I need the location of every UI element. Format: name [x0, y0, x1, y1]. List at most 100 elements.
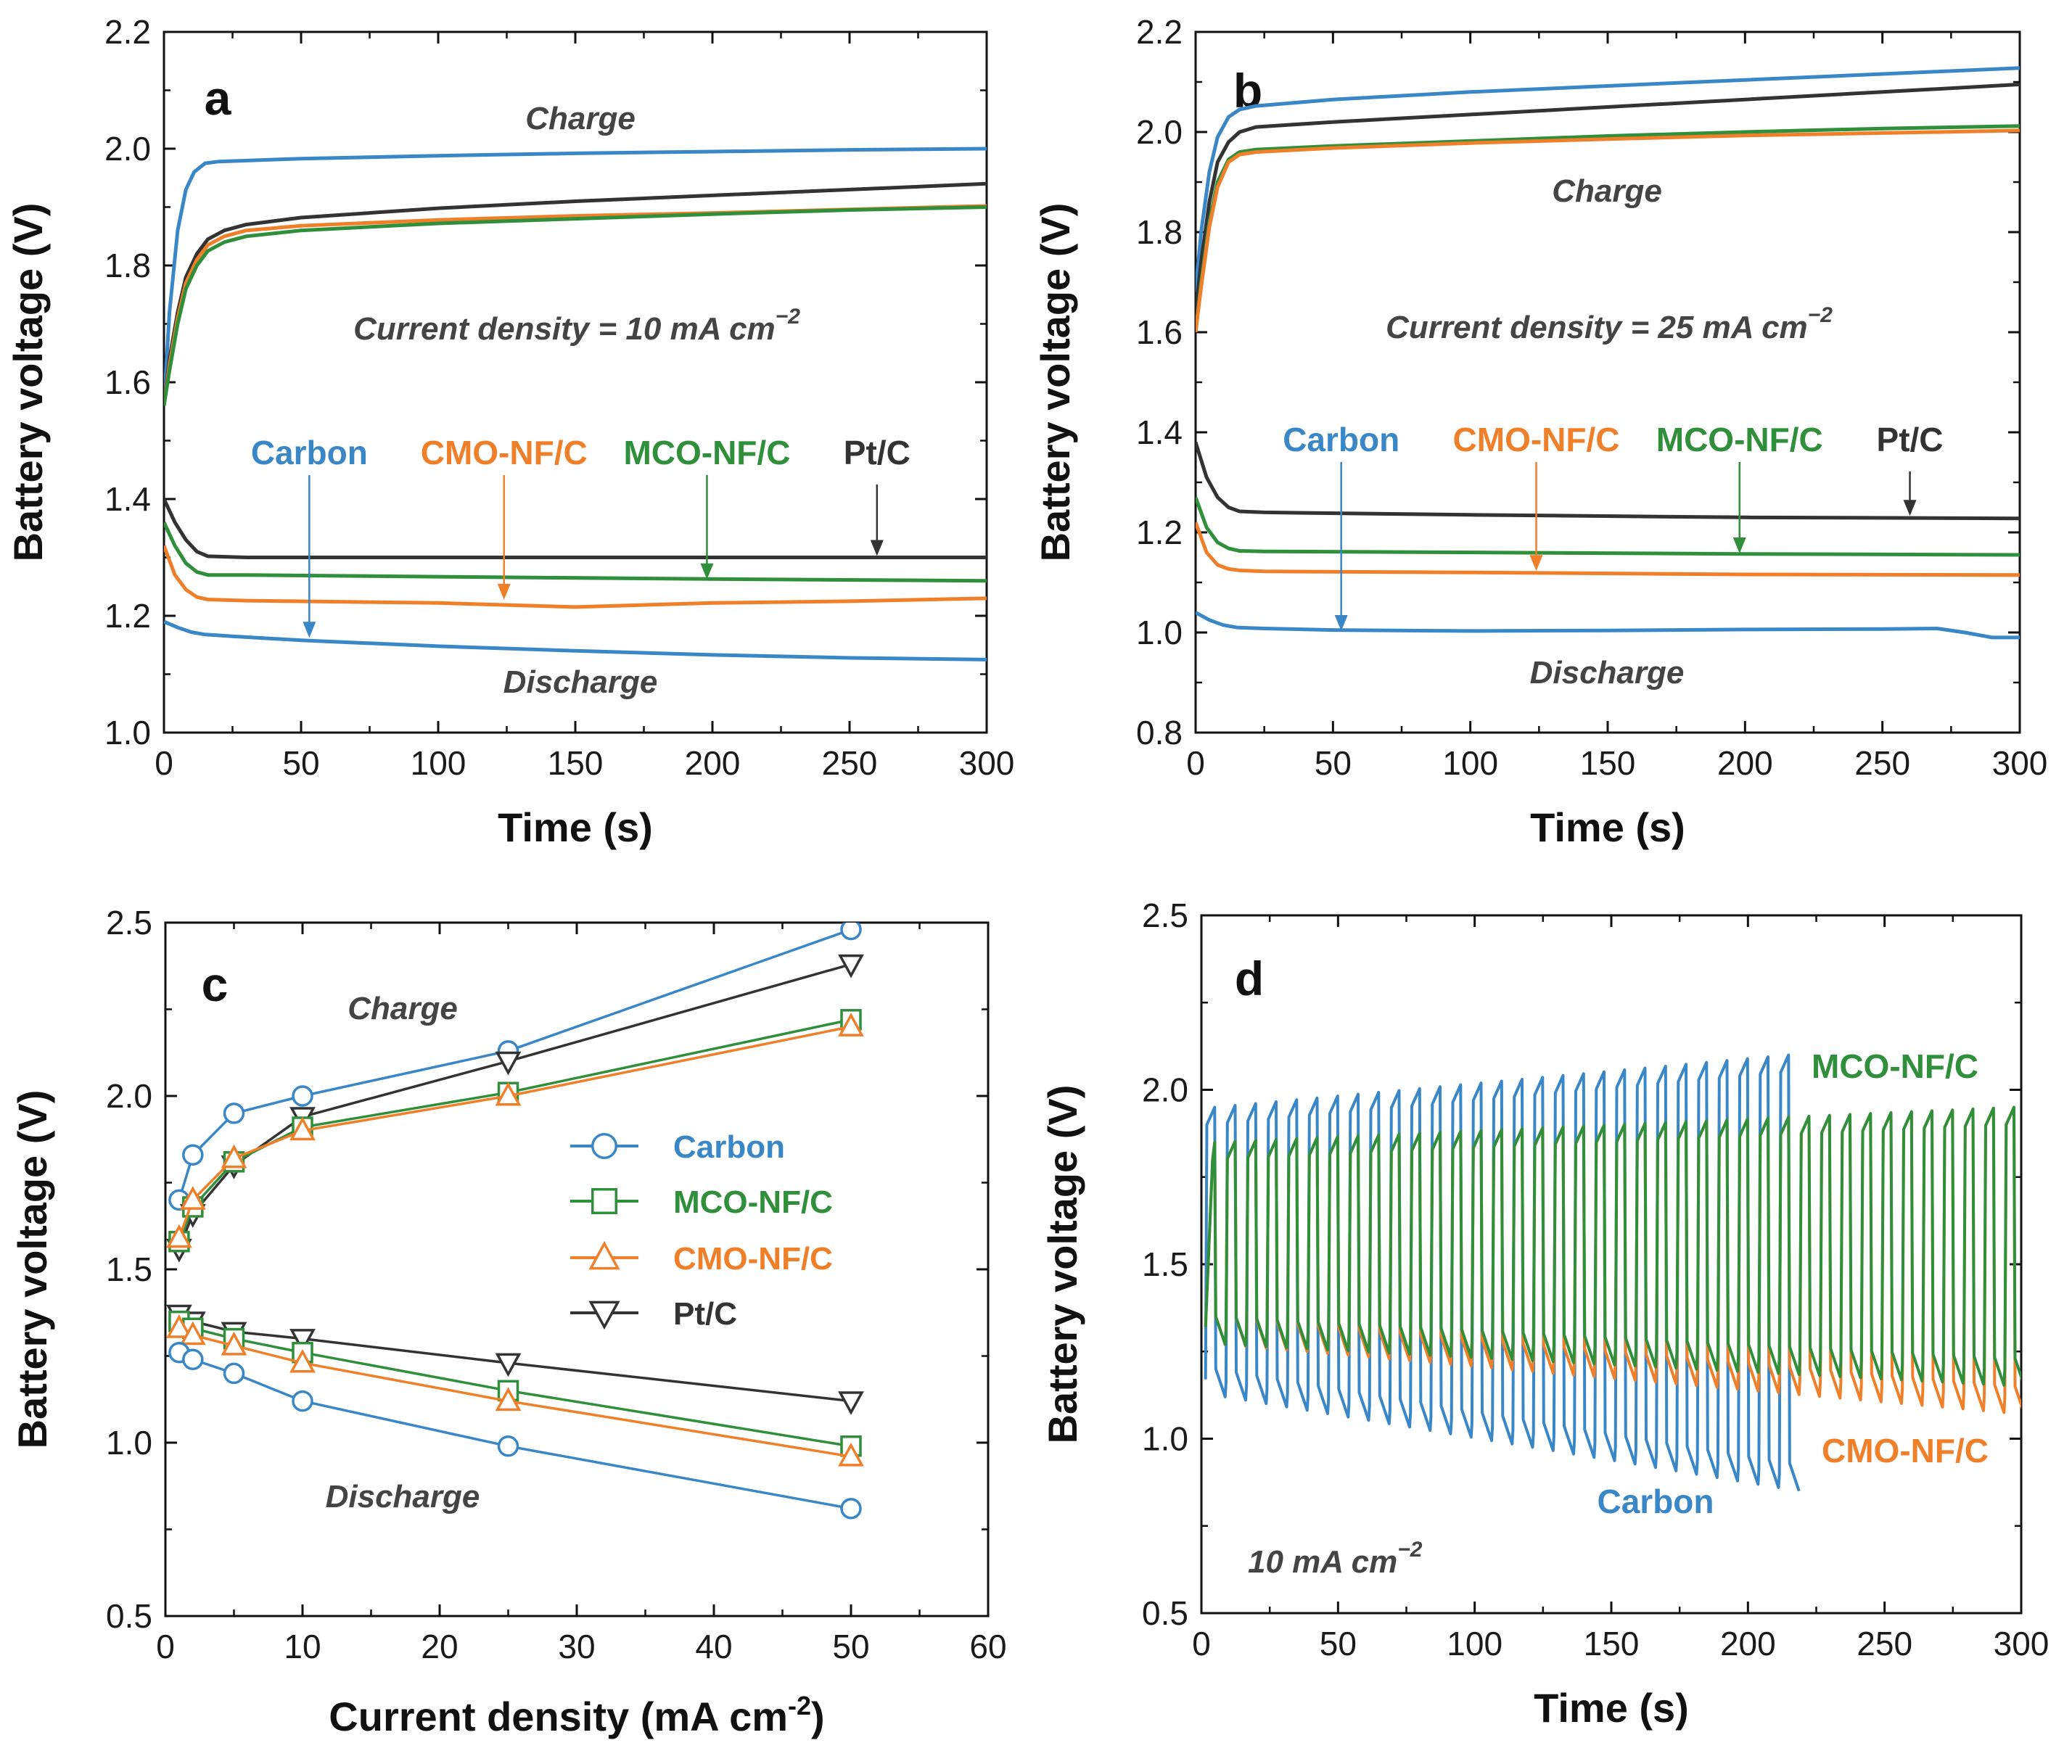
y-tick-label: 1.2	[1136, 514, 1183, 551]
current-density-annotation-main: Current density = 10 mA cm	[353, 311, 776, 347]
x-tick-label: 150	[1580, 744, 1636, 782]
series-line-mco-nf-c-charge	[164, 205, 987, 406]
discharge-annotation: Discharge	[326, 1479, 480, 1514]
panel-label: c	[202, 957, 229, 1011]
marker-cmo-nf-c-discharge	[838, 1442, 864, 1467]
cycling-trace-carbon	[1204, 1053, 1801, 1492]
arrow-head-carbon	[1334, 615, 1348, 631]
y-tick-label: 2.2	[104, 13, 151, 51]
series-line-carbon-discharge	[164, 619, 987, 662]
x-tick-label: 200	[1717, 744, 1773, 782]
marker-cmo-nf-c-discharge	[221, 1331, 247, 1356]
marker-cmo-nf-c-charge	[179, 1186, 206, 1210]
charge-annotation: Charge	[1552, 173, 1662, 209]
series-line-cmo-nf-c-charge	[164, 204, 987, 406]
x-tick-label: 100	[1447, 1625, 1502, 1662]
panel-label: d	[1235, 952, 1264, 1005]
x-tick-label: 50	[282, 744, 319, 782]
series-line-mco-nf-c-charge	[1196, 124, 2020, 333]
arrow-head-mco-nf-c	[700, 563, 714, 580]
x-tick-label: 250	[1854, 744, 1910, 782]
x-axis-label-sup: -2	[788, 1691, 811, 1720]
y-tick-label: 2.0	[106, 1077, 152, 1115]
x-tick-label: 200	[1720, 1625, 1776, 1662]
marker-carbon-discharge	[840, 1498, 862, 1520]
current-density-annotation-sup: −2	[1397, 1538, 1423, 1562]
label-cmo-nf-c: CMO-NF/C	[421, 434, 588, 471]
label-pt-c: Pt/C	[1877, 421, 1944, 458]
label-mco-nf-c: MCO-NF/C	[1812, 1047, 1978, 1085]
x-tick-label: 60	[969, 1628, 1006, 1665]
label-carbon: Carbon	[1598, 1483, 1714, 1520]
marker-cmo-nf-c-charge	[165, 1224, 192, 1248]
legend-label-cmo-nf-c: CMO-NF/C	[673, 1241, 833, 1277]
y-tick-label: 1.6	[104, 363, 151, 401]
marker-pt-c-charge	[838, 954, 864, 978]
label-mco-nf-c: MCO-NF/C	[1656, 421, 1823, 458]
x-axis-label-main: Current density (mA cm	[329, 1694, 788, 1739]
series-line-cmo-nf-c-discharge	[164, 545, 987, 609]
series-line-carbon-charge	[164, 147, 987, 406]
marker-cmo-nf-c-discharge	[495, 1387, 522, 1411]
marker-cmo-nf-c-charge	[838, 1013, 864, 1036]
current-density-annotation: Current density = 10 mA cm−2	[353, 305, 800, 347]
marker-pt-c-charge	[495, 1051, 522, 1076]
cycling-trace-mco-nf-c	[1204, 1105, 2021, 1387]
x-tick-label: 250	[1857, 1625, 1912, 1662]
discharge-annotation: Discharge	[1530, 655, 1685, 691]
y-tick-label: 1.2	[104, 597, 151, 635]
legend-marker-pt-c	[588, 1301, 620, 1330]
legend-label-pt-c: Pt/C	[673, 1296, 737, 1332]
x-tick-label: 100	[1442, 744, 1498, 782]
marker-cmo-nf-c-discharge	[289, 1348, 316, 1373]
current-density-annotation: 10 mA cm−2	[1248, 1538, 1423, 1580]
label-mco-nf-c: MCO-NF/C	[623, 434, 790, 471]
marker-carbon-discharge	[292, 1390, 313, 1412]
y-axis-label: Battery voltage (V)	[9, 1090, 55, 1449]
x-axis-label: Current density (mA cm-2)	[329, 1691, 824, 1739]
plot-area	[1204, 1053, 2021, 1492]
arrow-head-pt-c	[1903, 500, 1917, 516]
y-tick-label: 1.8	[1136, 213, 1183, 251]
y-tick-label: 2.0	[1142, 1071, 1188, 1109]
x-tick-label: 0	[1186, 744, 1205, 782]
current-density-annotation-main: 10 mA cm	[1248, 1544, 1397, 1580]
plot-area	[165, 923, 864, 1520]
y-tick-label: 1.0	[1142, 1420, 1188, 1458]
x-tick-label: 30	[558, 1628, 595, 1665]
marker-carbon-charge	[292, 1085, 313, 1107]
x-tick-label: 0	[156, 1628, 175, 1665]
marker-pt-c-discharge	[838, 1391, 864, 1415]
marker-carbon-charge	[182, 1144, 204, 1166]
marker-carbon-discharge	[182, 1348, 204, 1371]
series-line-pt-c-discharge	[1196, 442, 2020, 521]
legend-marker-mco-nf-c	[591, 1188, 617, 1214]
x-tick-label: 50	[1320, 1625, 1357, 1662]
x-axis-label: Time (s)	[1530, 804, 1685, 850]
y-tick-label: 0.8	[1136, 714, 1183, 751]
current-density-annotation-main: Current density = 25 mA cm	[1386, 310, 1808, 345]
x-tick-label: 0	[1192, 1625, 1211, 1662]
x-tick-label: 150	[548, 744, 604, 782]
marker-carbon-charge	[840, 923, 862, 941]
series-line-carbon-discharge	[1196, 611, 2020, 640]
y-tick-label: 1.0	[1136, 614, 1183, 651]
y-tick-label: 2.0	[104, 130, 151, 168]
legend-label-mco-nf-c: MCO-NF/C	[673, 1184, 833, 1220]
series-line-mco-nf-c-discharge	[1196, 496, 2020, 557]
x-tick-label: 150	[1584, 1625, 1640, 1662]
panel-label: a	[205, 71, 232, 125]
marker-cmo-nf-c-charge	[289, 1116, 316, 1141]
panel-c: 0 10 20 30 40 50 60 0.5 1.0 1.5 2.0 2.5 Current dens…	[9, 904, 1007, 1739]
label-carbon: Carbon	[251, 434, 368, 471]
arrow-head-carbon	[303, 622, 316, 638]
y-axis-label: Battery voltage (V)	[1040, 1085, 1085, 1444]
label-pt-c: Pt/C	[844, 434, 910, 471]
current-density-annotation-sup: −2	[776, 305, 801, 329]
y-tick-label: 0.5	[106, 1597, 152, 1635]
marker-cmo-nf-c-charge	[221, 1144, 247, 1169]
y-tick-label: 1.5	[106, 1250, 152, 1288]
x-tick-label: 50	[832, 1628, 869, 1665]
y-tick-label: 1.0	[104, 714, 151, 751]
x-tick-label: 300	[1992, 744, 2048, 782]
